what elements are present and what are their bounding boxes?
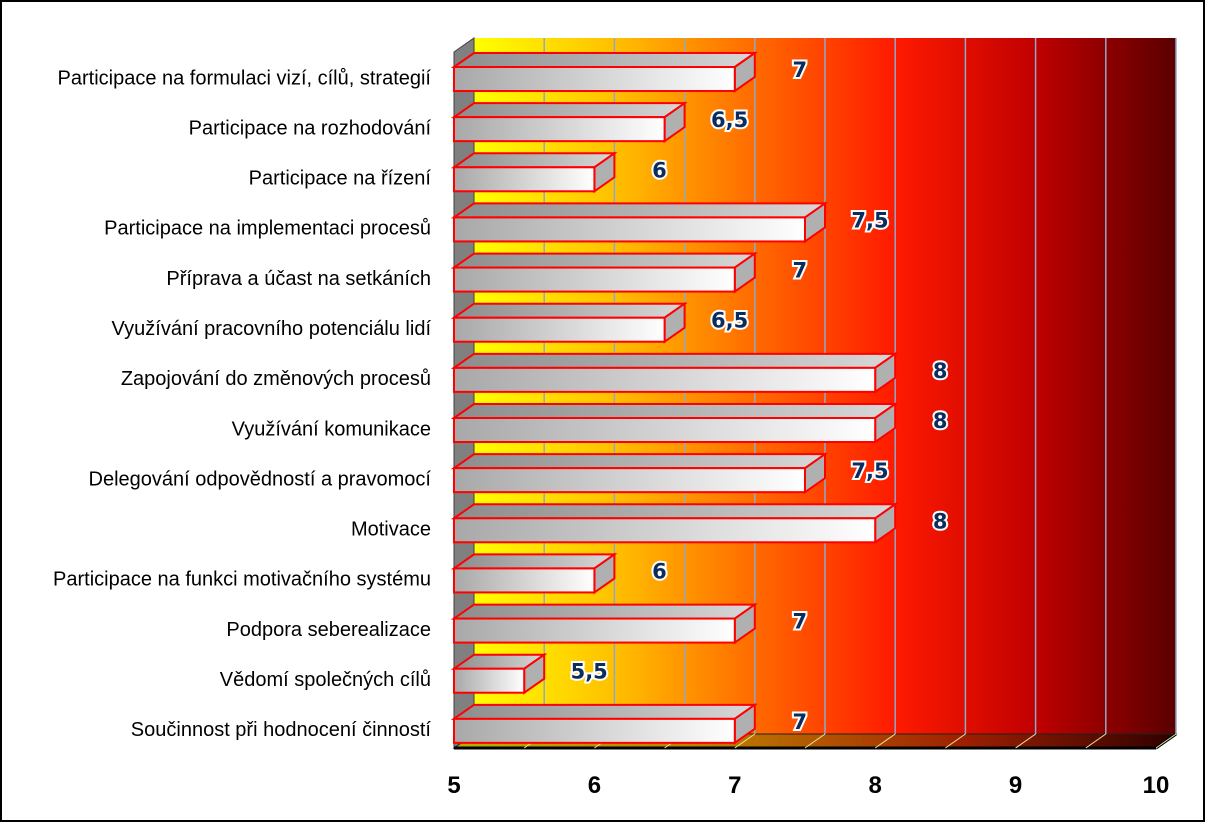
x-tick-label: 9: [1009, 772, 1022, 799]
bar-front-face: [453, 467, 806, 494]
bar: [450, 151, 618, 194]
bar: [450, 552, 618, 595]
bar-front-face: [453, 266, 736, 293]
data-label: 8: [933, 509, 948, 533]
data-label: 7,5: [851, 208, 888, 232]
data-label: 7: [792, 710, 807, 734]
category-label: Součinnost při hodnocení činností: [131, 719, 432, 741]
bar-front-face: [453, 417, 877, 443]
bar: [450, 452, 829, 495]
bar-top-face: [450, 252, 758, 269]
bar-front-face: [453, 617, 736, 644]
data-label: 6: [652, 158, 667, 182]
bar: [450, 51, 758, 93]
bar-top-face: [450, 52, 758, 68]
bar-front-face: [453, 66, 736, 92]
x-tick-label: 5: [447, 772, 460, 799]
bar-top-face: [450, 202, 829, 219]
category-label: Příprava a účast na setkáních: [166, 268, 431, 290]
bar-top-face: [450, 352, 899, 369]
x-tick-label: 7: [728, 772, 741, 799]
category-label: Využívání komunikace: [232, 418, 431, 440]
bar-front-face: [453, 216, 806, 243]
data-label: 7: [792, 259, 807, 283]
bar-front-face: [453, 567, 596, 594]
bar: [450, 301, 688, 344]
bar-top-face: [450, 603, 758, 620]
bar: [450, 402, 899, 444]
x-tick-label: 6: [588, 772, 601, 799]
bar-top-face: [450, 302, 688, 319]
data-label: 7,5: [851, 459, 888, 483]
bar-top-face: [450, 553, 618, 570]
data-label: 8: [933, 359, 948, 383]
bar-top-face: [450, 152, 618, 169]
bar-front-face: [453, 116, 666, 143]
bar: [450, 351, 899, 394]
floor-gridline: [734, 733, 756, 749]
category-label: Participace na funkci motivačního systém…: [53, 569, 431, 591]
category-label: Delegování odpovědností a pravomocí: [89, 468, 432, 490]
floor-gridline: [1155, 733, 1177, 749]
data-label: 8: [933, 409, 948, 433]
bar: [450, 602, 758, 645]
bar-top-face: [450, 503, 899, 520]
category-label: Zapojování do změnových procesů: [121, 368, 431, 390]
bar-front-face: [453, 717, 736, 744]
data-label: 5,5: [571, 660, 608, 684]
category-label: Podpora seberealizace: [226, 619, 431, 641]
x-tick-label: 8: [869, 772, 882, 799]
category-label: Participace na rozhodování: [189, 117, 432, 139]
data-label: 6,5: [711, 309, 748, 333]
bar-top-face: [450, 102, 688, 119]
category-label: Využívání pracovního potenciálu lidí: [112, 318, 432, 340]
x-tick-label: 10: [1143, 772, 1170, 799]
floor-gridline: [804, 733, 826, 749]
bar-front-face: [453, 667, 526, 694]
data-label: 7: [792, 58, 807, 82]
bar-top-face: [450, 403, 899, 419]
floor-gridline: [945, 733, 966, 749]
bar-front-face: [453, 366, 877, 393]
floor-gridline: [1015, 733, 1036, 749]
floor-gridline: [1085, 733, 1107, 749]
bar: [450, 101, 688, 144]
category-label: Participace na implementaci procesů: [104, 218, 431, 240]
data-label: 7: [792, 610, 807, 634]
bar: [450, 201, 829, 244]
bar-front-face: [453, 316, 666, 343]
category-label: Participace na formulaci vizí, cílů, str…: [58, 67, 432, 89]
data-label: 6: [652, 559, 667, 583]
bar-top-face: [450, 453, 829, 470]
floor-gridline: [874, 733, 896, 749]
category-label: Motivace: [351, 519, 431, 541]
category-label: Vědomí společných cílů: [220, 669, 431, 691]
bar-top-face: [450, 703, 758, 720]
bar: [450, 251, 758, 294]
category-label: Participace na řízení: [249, 168, 432, 190]
bar: [450, 652, 548, 695]
bar-front-face: [453, 166, 596, 193]
bar-front-face: [453, 517, 877, 544]
bar: [450, 502, 899, 545]
bar: [450, 702, 758, 745]
data-label: 6,5: [711, 108, 748, 132]
